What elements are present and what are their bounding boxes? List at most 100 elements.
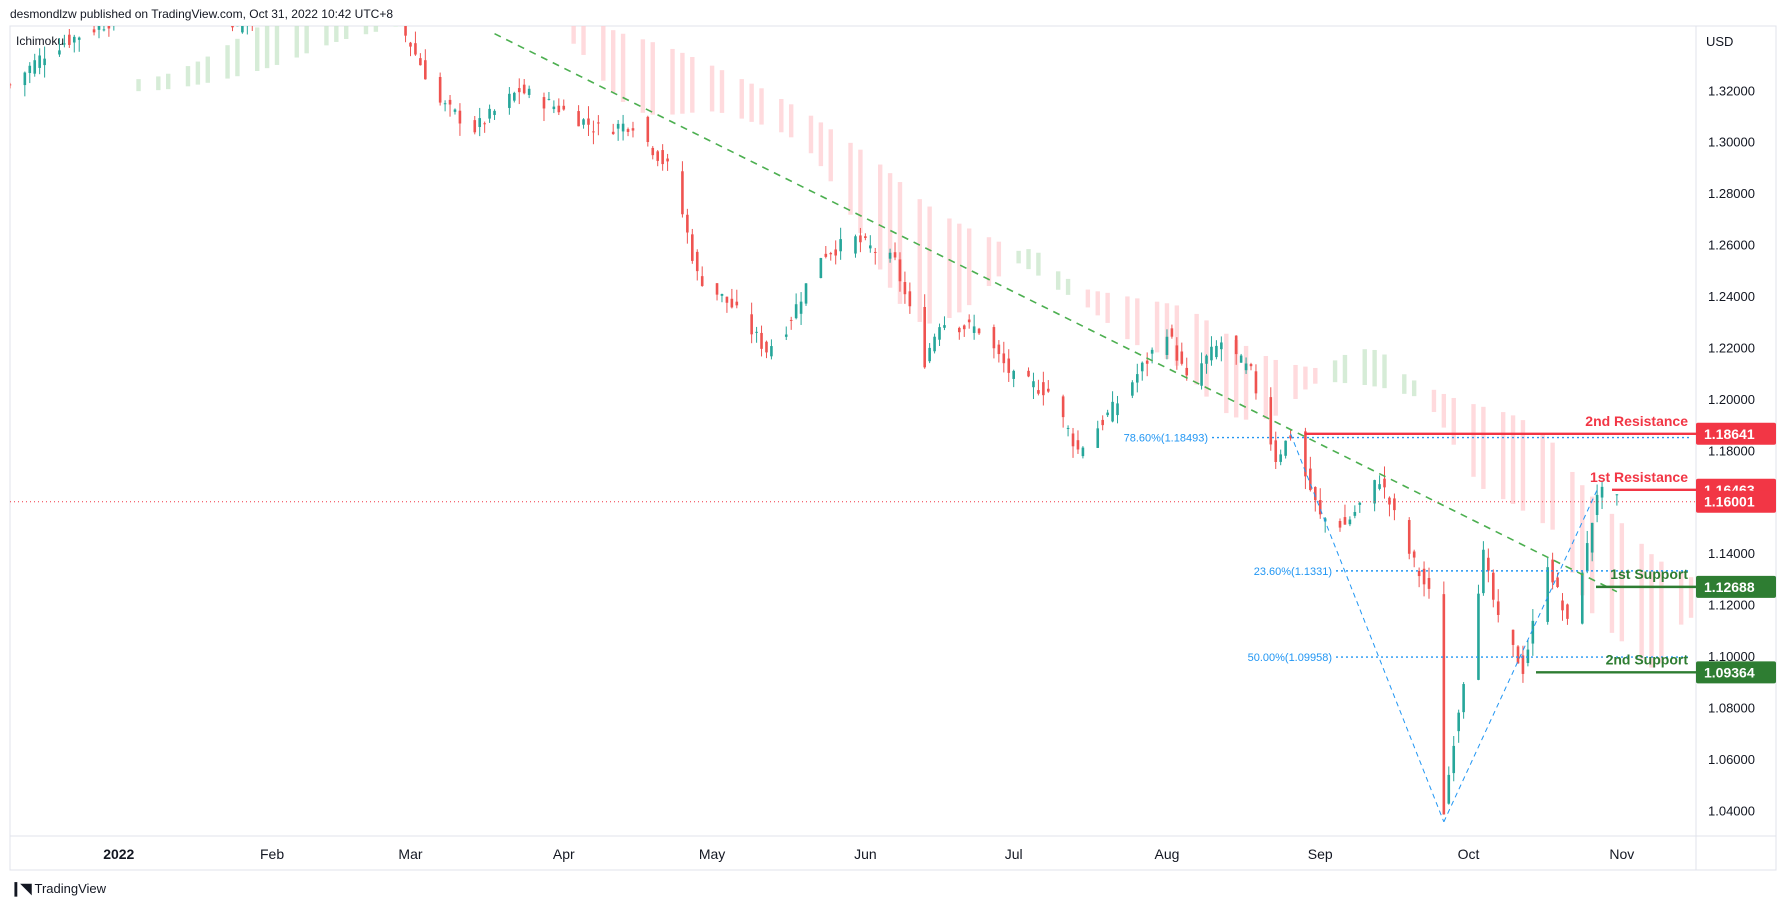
candle-body — [626, 129, 630, 132]
candle-body — [58, 50, 61, 55]
cloud-segment — [1174, 305, 1180, 366]
cloud-segment — [1233, 339, 1239, 418]
support-price-badge-bg — [1696, 575, 1776, 598]
candle-body — [1427, 577, 1431, 589]
candle-body — [513, 92, 516, 101]
candle — [854, 234, 857, 258]
candle-body — [355, 4, 358, 7]
candle-body — [448, 99, 452, 105]
candle-body — [725, 296, 729, 303]
candle-body — [1531, 620, 1535, 644]
cloud-segment — [1135, 298, 1140, 346]
candle-body — [281, 4, 284, 8]
candle — [1135, 363, 1139, 393]
candle — [231, 26, 234, 32]
candle — [1175, 337, 1179, 370]
candle-body — [1210, 346, 1213, 361]
candle-body — [1140, 362, 1144, 372]
candle — [1546, 557, 1549, 625]
cloud-segment — [966, 228, 972, 306]
cloud-segment — [1441, 393, 1447, 428]
cloud-segment — [1313, 367, 1318, 384]
candle — [63, 34, 66, 48]
cloud-segment — [502, 0, 506, 8]
candle-body — [1111, 401, 1114, 422]
candle-body — [562, 105, 566, 110]
candle-body — [1309, 468, 1312, 491]
support-price-badge: 1.12688 — [1696, 575, 1776, 598]
candle-body — [113, 12, 116, 24]
candle-body — [305, 0, 308, 1]
candle-body — [1007, 358, 1011, 373]
candle — [1180, 342, 1184, 366]
candle-body — [1175, 345, 1179, 361]
candle-body — [923, 306, 926, 368]
candle-body — [92, 29, 96, 33]
candle — [1042, 371, 1045, 406]
candle-body — [829, 253, 833, 255]
candle — [1447, 766, 1451, 805]
candle — [271, 4, 274, 16]
candle — [1580, 571, 1584, 625]
candle-body — [542, 97, 546, 109]
cloud-segment — [1550, 442, 1555, 530]
candle — [1531, 609, 1535, 656]
candle-body — [493, 110, 496, 115]
candle-body — [1595, 494, 1599, 516]
candle — [1313, 486, 1317, 512]
candle — [1595, 484, 1599, 523]
footer-brand[interactable]: ❙◥ TradingView — [10, 880, 106, 897]
candle-body — [1452, 745, 1456, 774]
candle-body — [508, 93, 511, 108]
candle — [1353, 505, 1357, 519]
candle-body — [691, 234, 694, 261]
candle — [626, 127, 630, 137]
cloud-segment — [680, 52, 685, 114]
candle-body — [784, 334, 788, 337]
candle-body — [1491, 572, 1495, 600]
indicator-label[interactable]: Ichimoku — [16, 34, 65, 48]
candle — [1140, 361, 1144, 381]
candle-body — [72, 36, 76, 43]
candle — [33, 53, 37, 77]
candle — [834, 240, 837, 265]
candle-body — [1150, 349, 1154, 354]
candle-body — [1279, 454, 1282, 462]
cloud-segment — [294, 26, 299, 58]
candle-body — [473, 120, 477, 133]
candle — [1279, 449, 1282, 466]
support-level: 1st Support — [1596, 566, 1696, 589]
candle — [997, 340, 1001, 363]
candle — [1318, 488, 1322, 519]
candle-body — [310, 0, 313, 2]
price-tick-label: 1.24000 — [1708, 289, 1755, 304]
candle-body — [33, 60, 37, 74]
candle — [276, 10, 279, 19]
cloud-segment — [413, 2, 417, 21]
candle-body — [1323, 518, 1327, 522]
candle — [557, 98, 561, 116]
candle-body — [1378, 484, 1381, 489]
candle — [1249, 362, 1253, 371]
candle — [286, 0, 289, 16]
support-label: 2nd Support — [1606, 651, 1689, 667]
price-tick-label: 1.04000 — [1708, 803, 1755, 818]
candle — [1210, 336, 1213, 366]
candle-body — [409, 42, 412, 47]
candle — [908, 282, 912, 314]
candle — [616, 120, 620, 141]
candle — [1491, 569, 1495, 608]
chart-frame — [9, 25, 1777, 871]
candle — [656, 150, 660, 167]
candle-body — [720, 293, 724, 296]
candle — [730, 288, 734, 309]
candle — [320, 0, 323, 17]
candle-body — [1561, 600, 1564, 611]
candle — [794, 293, 798, 320]
candle — [246, 26, 248, 35]
candle-body — [1032, 381, 1035, 388]
cloud-segment — [650, 42, 655, 115]
candle-body — [350, 2, 353, 12]
candle-body — [819, 258, 823, 279]
